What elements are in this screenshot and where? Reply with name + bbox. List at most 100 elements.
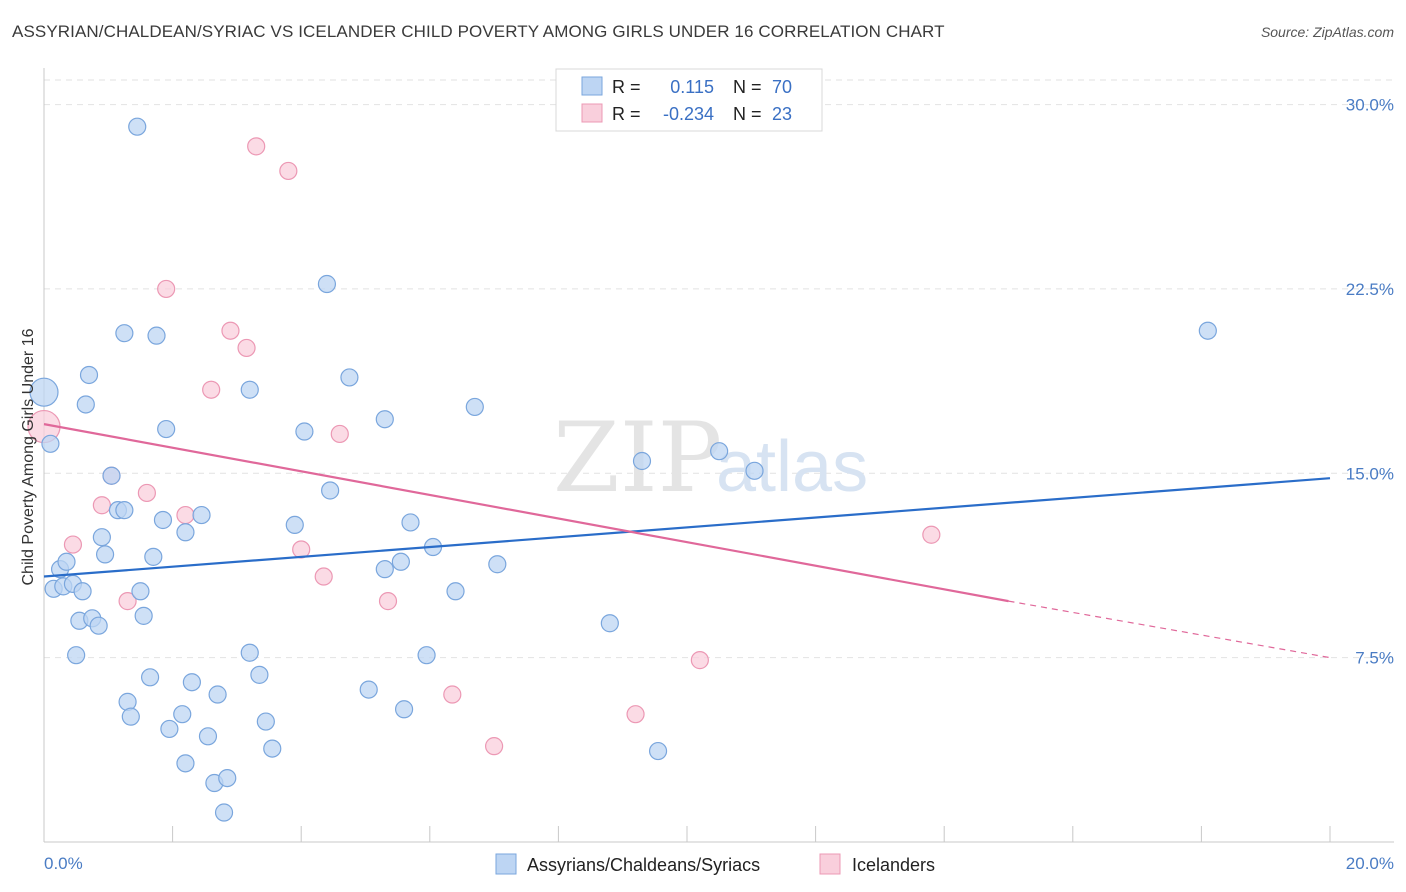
- icelanders-point-4: [118, 592, 137, 611]
- icelanders-point-5: [137, 483, 156, 503]
- assyrians-point-35: [192, 505, 211, 525]
- assyrians-point-44: [256, 712, 275, 731]
- assyrians-point-19: [115, 501, 134, 520]
- y-tick-label-2: 22.5%: [1346, 280, 1394, 299]
- trend-line-icelanders-extension: [1008, 600, 1331, 659]
- icelanders-point-15: [330, 424, 349, 444]
- legend-swatch-icelanders: [581, 103, 603, 123]
- icelanders-point-6: [157, 279, 176, 299]
- legend-r-value-2: -0.234: [663, 104, 714, 124]
- legend-n-label-1: N =: [733, 77, 762, 97]
- icelanders-point-17: [443, 685, 462, 704]
- assyrians-point-39: [214, 803, 234, 822]
- y-axis-label: Child Poverty Among Girls Under 16: [20, 328, 37, 585]
- trend-line-assyrians: [43, 477, 1331, 578]
- assyrians-point-38: [208, 685, 227, 704]
- trend-lines: [43, 423, 1331, 659]
- legend-r-label-2: R =: [612, 104, 641, 124]
- assyrians-point-43: [250, 665, 269, 684]
- bottom-legend-label-icelanders: Icelanders: [852, 855, 935, 875]
- assyrians-point-56: [401, 513, 420, 532]
- assyrians-point-16: [102, 466, 121, 485]
- icelanders-point-11: [247, 137, 266, 156]
- assyrians-point-53: [375, 560, 394, 579]
- assyrians-point-61: [488, 555, 507, 574]
- icelanders-point-7: [176, 505, 195, 525]
- assyrians-point-18: [115, 324, 134, 343]
- assyrians-point-42: [240, 643, 259, 662]
- assyrians-point-54: [391, 552, 410, 571]
- assyrians-point-50: [340, 368, 359, 387]
- assyrians-point-26: [144, 547, 163, 566]
- assyrians-point-41: [240, 380, 259, 399]
- icelanders-point-18: [485, 737, 504, 756]
- assyrians-point-33: [176, 523, 195, 542]
- watermark-atlas: atlas: [716, 427, 868, 507]
- assyrians-point-49: [321, 481, 340, 500]
- assyrians-point-1: [41, 434, 60, 453]
- legend-n-label-2: N =: [733, 104, 762, 124]
- assyrians-point-0: [29, 377, 59, 407]
- assyrians-point-46: [285, 515, 304, 535]
- correlation-legend: R = 0.115 N = 70 R = -0.234 N = 23: [555, 68, 823, 132]
- icelanders-point-8: [202, 380, 221, 399]
- assyrians-point-48: [317, 274, 337, 294]
- assyrians-point-25: [140, 668, 160, 687]
- icelanders-point-16: [378, 592, 398, 611]
- assyrians-point-27: [147, 326, 166, 345]
- icelanders-point-1: [63, 535, 83, 554]
- y-tick-labels: 7.5% 15.0% 22.5% 30.0%: [1346, 96, 1394, 668]
- series-legend: Assyrians/Chaldeans/Syriacs Icelanders: [495, 853, 935, 875]
- assyrians-point-24: [134, 606, 153, 625]
- assyrians-point-36: [198, 727, 218, 746]
- assyrians-point-20: [118, 692, 137, 711]
- icelanders-point-19: [626, 705, 645, 724]
- legend-n-value-2: 23: [772, 104, 792, 124]
- icelanders-point-12: [279, 161, 298, 181]
- assyrians-point-64: [648, 741, 668, 761]
- x-tick-label-min: 0.0%: [44, 854, 83, 873]
- watermark: ZIP atlas: [553, 402, 868, 514]
- icelanders-point-10: [237, 338, 256, 358]
- assyrians-point-52: [375, 410, 394, 429]
- assyrians-point-63: [632, 451, 652, 471]
- assyrians-point-22: [128, 117, 147, 136]
- icelanders-point-20: [690, 651, 709, 670]
- assyrians-point-62: [600, 614, 619, 633]
- source-credit: Source: ZipAtlas.com: [1260, 24, 1394, 40]
- assyrians-point-13: [89, 616, 108, 635]
- assyrians-point-21: [121, 707, 140, 726]
- y-tick-label-3: 30.0%: [1346, 96, 1394, 115]
- assyrians-point-29: [157, 419, 176, 439]
- assyrians-point-15: [95, 545, 115, 564]
- assyrians-point-10: [76, 395, 95, 414]
- assyrians-point-57: [417, 646, 436, 665]
- assyrians-point-28: [153, 510, 173, 530]
- chart-title: ASSYRIAN/CHALDEAN/SYRIAC VS ICELANDER CH…: [12, 22, 945, 41]
- assyrians-point-59: [446, 582, 465, 601]
- assyrians-point-14: [92, 528, 111, 547]
- assyrians-point-31: [173, 705, 192, 724]
- icelanders-point-9: [221, 321, 240, 340]
- assyrians-point-7: [67, 646, 86, 665]
- assyrians-point-51: [359, 680, 378, 699]
- icelanders-point-21: [922, 525, 941, 544]
- y-tick-label-0: 7.5%: [1355, 649, 1394, 668]
- bottom-legend-swatch-icelanders: [819, 853, 841, 875]
- assyrians-points: [29, 117, 1217, 822]
- bottom-legend-swatch-assyrians: [495, 853, 517, 875]
- assyrians-point-60: [465, 397, 484, 417]
- assyrians-point-9: [73, 582, 92, 601]
- assyrians-point-66: [745, 461, 764, 480]
- icelanders-points: [27, 137, 941, 756]
- assyrians-point-32: [176, 754, 195, 773]
- bottom-legend-label-assyrians: Assyrians/Chaldeans/Syriacs: [527, 855, 760, 875]
- axes: [43, 68, 1394, 843]
- x-tick-label-max: 20.0%: [1346, 854, 1394, 873]
- assyrians-point-45: [263, 739, 282, 758]
- assyrians-point-23: [131, 582, 150, 601]
- trend-line-icelanders: [43, 423, 1009, 603]
- assyrians-point-30: [160, 719, 179, 739]
- assyrians-point-67: [1198, 321, 1217, 340]
